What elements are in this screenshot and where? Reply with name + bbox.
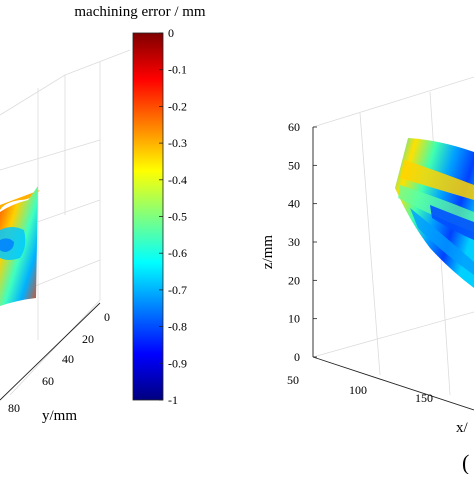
colorbar-tick-label: -0.3	[168, 136, 187, 150]
colorbar-tick-label: 0	[168, 26, 174, 40]
right-z-tick-label: 0	[294, 350, 300, 364]
left-y-tick-label: 40	[62, 352, 74, 366]
colorbar-tick-label: -0.8	[168, 320, 187, 334]
colorbar-tick-label: -0.1	[168, 63, 187, 77]
right-z-tick-label: 40	[288, 197, 300, 211]
right-x-tick-label: 150	[415, 391, 433, 405]
right-z-ticks: 0 10 20 30 40 50 60	[288, 120, 317, 364]
left-y-axis-label: y/mm	[42, 408, 77, 424]
colorbar-tick-label: -0.7	[168, 283, 187, 297]
right-z-tick-label: 30	[288, 235, 300, 249]
left-y-ticks: 0 20 40 60 80	[8, 310, 110, 415]
left-panel: 0 20 40 60 80 y/mm	[0, 49, 131, 424]
right-z-tick-label: 60	[288, 120, 300, 134]
left-surface	[0, 186, 40, 306]
left-y-tick-label: 20	[82, 332, 94, 346]
colorbar-tick-label: -0.6	[168, 246, 187, 260]
right-surface	[395, 138, 474, 288]
right-x-axis-label: x/	[456, 420, 469, 436]
colorbar-tick-label: -0.4	[168, 173, 187, 187]
right-x-tick-label: 100	[349, 383, 367, 397]
colorbar: machining error / mm 0 -0.1 -0.2 -0.3 -0.4 -0…	[74, 4, 206, 407]
right-x-tick-label: 50	[287, 373, 299, 387]
right-z-tick-label: 20	[288, 273, 300, 287]
left-y-axis-line	[0, 302, 101, 401]
right-x-ticks: 50 100 150	[287, 373, 433, 405]
colorbar-ticks: 0 -0.1 -0.2 -0.3 -0.4 -0.5 -0.6 -0.7 -0.8 -0.9 -1	[159, 26, 187, 407]
right-panel: 0 10 20 30 40 50 60 50 100 150 z/mm x/ (	[260, 76, 474, 475]
colorbar-gradient	[132, 32, 164, 401]
right-z-tick-label: 50	[288, 158, 300, 172]
right-panel-tag: (	[462, 450, 469, 474]
colorbar-tick-label: -0.5	[168, 210, 187, 224]
left-y-tick-label: 60	[42, 374, 54, 388]
colorbar-tick-label: -0.2	[168, 99, 187, 113]
left-y-tick-label: 80	[8, 401, 20, 415]
colorbar-tick-label: -0.9	[168, 356, 187, 370]
colorbar-title: machining error / mm	[74, 4, 206, 20]
right-z-tick-label: 10	[288, 312, 300, 326]
right-x-axis-line	[312, 356, 474, 411]
left-y-tick-label: 0	[104, 310, 110, 324]
colorbar-tick-label: -1	[168, 393, 178, 407]
right-z-axis-label: z/mm	[260, 235, 276, 269]
